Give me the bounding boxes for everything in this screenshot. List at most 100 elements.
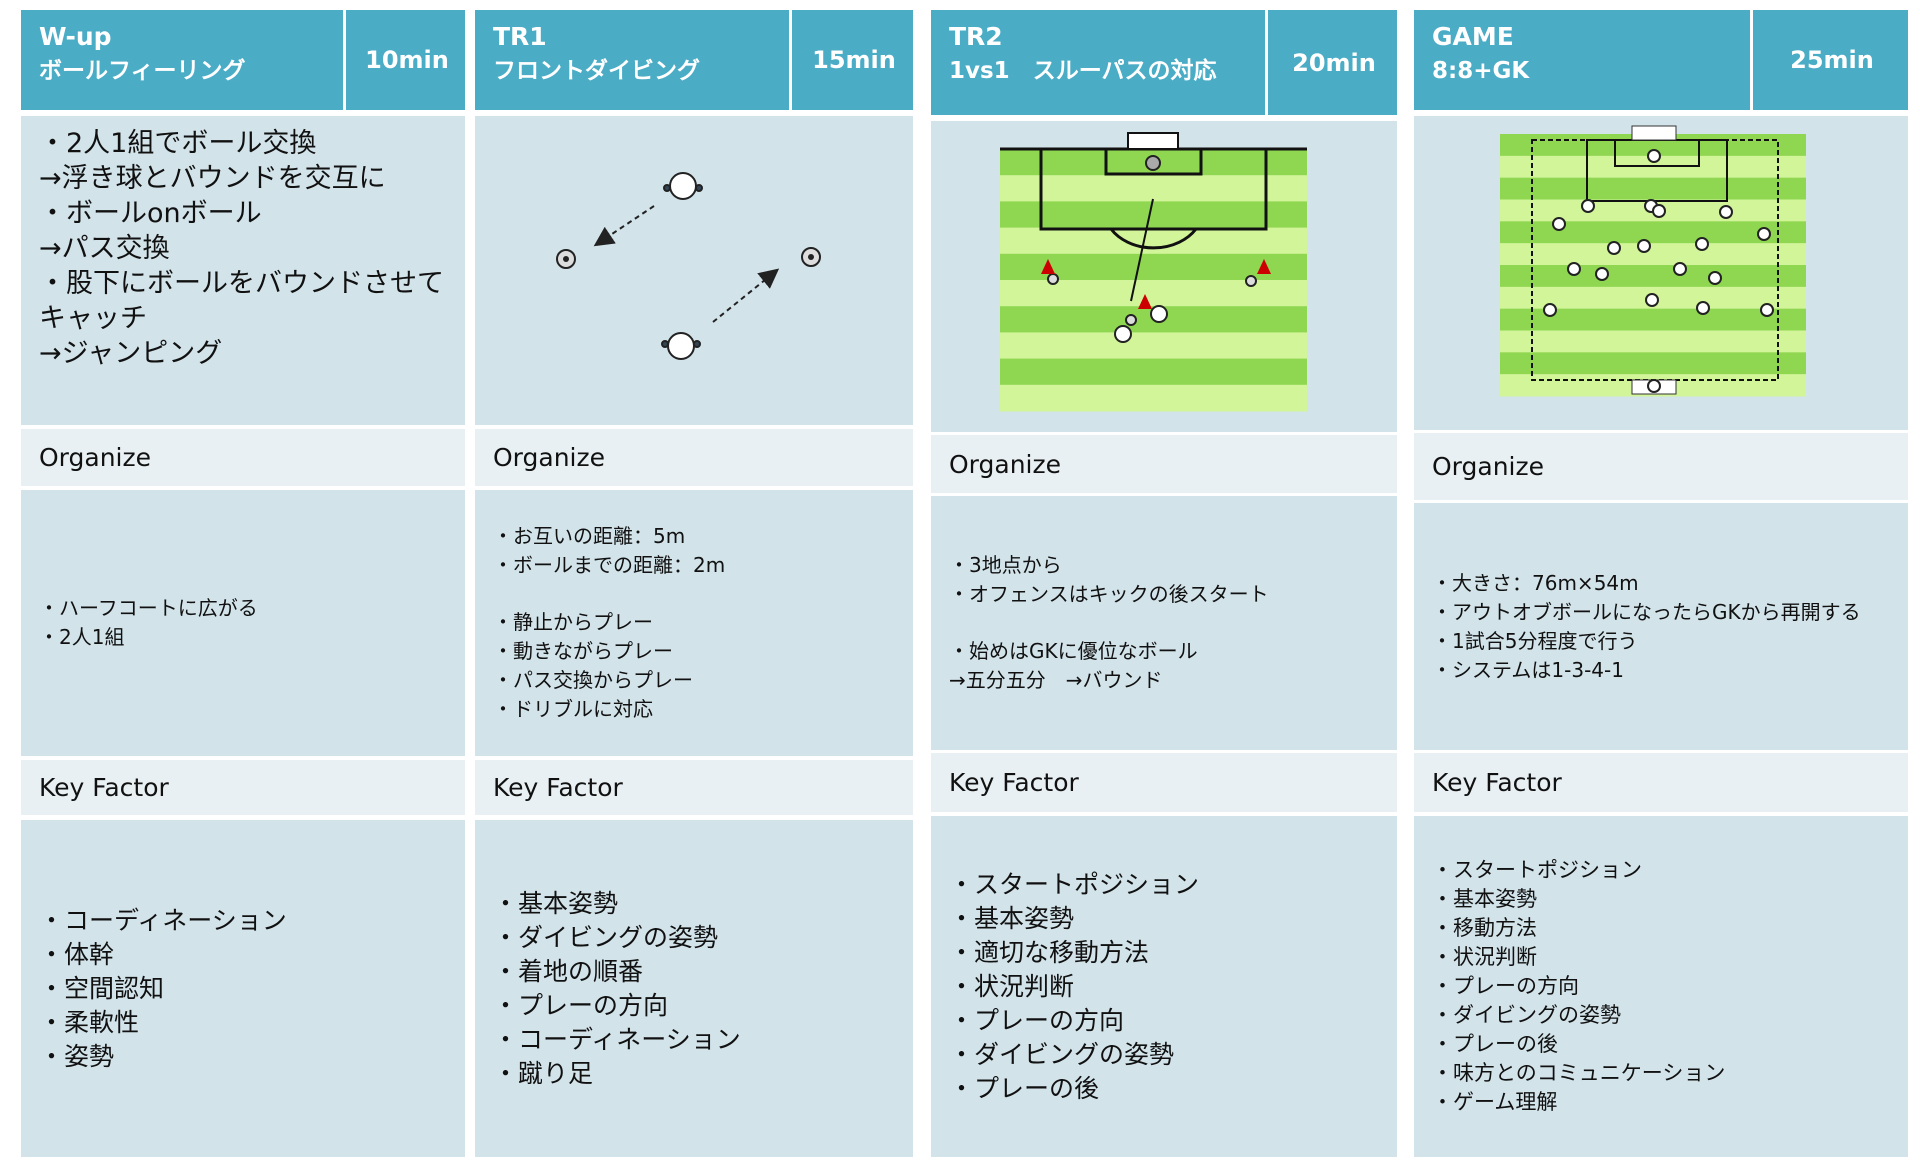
intro-line: →浮き球とバウンドを交互に [39, 163, 386, 194]
diagram [1000, 132, 1307, 412]
key-factor-line: ・蹴り足 [493, 1058, 594, 1088]
header-title: TR1 フロントダイビング [493, 20, 700, 88]
key-factor-line: ・プレーの方向 [949, 1005, 1125, 1035]
key-factor-line: ・基本姿勢 [493, 888, 619, 918]
organize-label: Organize [475, 429, 913, 486]
organize-line: ・オフェンスはキックの後スタート [949, 582, 1269, 606]
organize-content: ・ハーフコートに広がる ・2人1組 [21, 490, 465, 756]
organize-line: ・大きさ：76m×54m [1432, 570, 1639, 595]
key-factor-line: ・プレーの後 [949, 1073, 1100, 1103]
top-area: ・2人1組でボール交換 →浮き球とバウンドを交互に ・ボールonボール →パス交換・股… [21, 116, 465, 425]
key-factor-line: ・ダイビングの姿勢 [493, 922, 719, 952]
section-label: Key Factor [493, 773, 623, 802]
title-line: GAME [1432, 22, 1514, 51]
title-line: W-up [39, 22, 112, 51]
header-title: TR2 1vs1 スルーパスの対応 [949, 20, 1216, 88]
organize-line: ・システムは1-3-4-1 [1432, 657, 1624, 682]
key-factor-line: ・基本姿勢 [1432, 887, 1537, 911]
duration: 20min [1265, 10, 1400, 115]
header: GAME 8:8+GK 25min [1414, 10, 1908, 110]
section-label: Key Factor [949, 768, 1079, 797]
diagram [556, 172, 821, 360]
header-title: GAME 8:8+GK [1432, 20, 1529, 88]
key-factor-line: ・コーディネーション [39, 905, 287, 935]
intro-line: キャッチ [39, 303, 147, 334]
spacer [949, 609, 1397, 637]
top-area [931, 121, 1397, 432]
title-line: TR2 [949, 22, 1003, 51]
key-factor-line: ・ゲーム理解 [1432, 1090, 1558, 1114]
header: W-up ボールフィーリング 10min [21, 10, 465, 110]
section-label: Organize [39, 443, 151, 472]
organize-line: ・お互いの距離：5m [493, 524, 686, 548]
organize-content: ・お互いの距離：5m ・ボールまでの距離：2m ・静止からプレー ・動きながらプレー・… [475, 490, 913, 756]
title-line: ボールフィーリング [39, 58, 246, 84]
organize-line: ・始めはGKに優位なボール [949, 639, 1198, 663]
key-factor-line: ・スタートポジション [1432, 858, 1642, 882]
top-area [475, 116, 913, 425]
key-factor-label: Key Factor [1414, 753, 1908, 812]
key-factor-line: ・体幹 [39, 939, 115, 969]
organize-line: ・静止からプレー [493, 610, 653, 634]
duration: 15min [789, 10, 916, 110]
organize-line: ・1試合5分程度で行う [1432, 628, 1638, 653]
key-factor-content: ・基本姿勢 ・ダイビングの姿勢 ・着地の順番 ・プレーの方向 ・コーディネーション ・蹴り… [475, 820, 913, 1157]
key-factor-line: ・プレーの方向 [1432, 974, 1579, 998]
organize-line: ・パス交換からプレー [493, 668, 693, 692]
key-factor-line: ・状況判断 [1432, 945, 1537, 969]
key-factor-line: ・移動方法 [1432, 916, 1537, 940]
section-label: Organize [493, 443, 605, 472]
key-factor-line: ・基本姿勢 [949, 903, 1075, 933]
section-label: Organize [1432, 452, 1544, 481]
organize-line: ・2人1組 [39, 625, 125, 649]
key-factor-line: ・適切な移動方法 [949, 937, 1150, 967]
key-factor-line: ・プレーの方向 [493, 990, 669, 1020]
header: TR1 フロントダイビング 15min [475, 10, 913, 110]
organize-line: ・ボールまでの距離：2m [493, 553, 726, 577]
duration: 10min [343, 10, 468, 110]
intro-line: ・股下にボールをバウンドさせて [39, 268, 444, 299]
key-factor-label: Key Factor [21, 760, 465, 815]
organize-content: ・3地点から・オフェンスはキックの後スタート ・始めはGKに優位なボール →五分五分… [931, 496, 1397, 750]
organize-content: ・大きさ：76m×54m ・アウトオブボールになったらGKから再開する ・1試合5分… [1414, 503, 1908, 750]
diagram [1500, 125, 1806, 397]
organize-label: Organize [931, 435, 1397, 493]
key-factor-line: ・柔軟性 [39, 1007, 140, 1037]
key-factor-content: ・スタートポジション ・基本姿勢・適切な移動方法 ・状況判断・プレーの方向・ダイビン… [931, 816, 1397, 1157]
key-factor-line: ・スタートポジション [949, 869, 1200, 899]
key-factor-label: Key Factor [931, 753, 1397, 812]
organize-line: ・動きながらプレー [493, 639, 673, 663]
title-line: TR1 [493, 22, 547, 51]
header: TR2 1vs1 スルーパスの対応 20min [931, 10, 1397, 115]
key-factor-line: ・ダイビングの姿勢 [949, 1039, 1175, 1069]
top-area [1414, 116, 1908, 430]
organize-label: Organize [21, 429, 465, 486]
organize-line: ・ドリブルに対応 [493, 697, 653, 721]
key-factor-line: ・状況判断 [949, 971, 1075, 1001]
section-label: Key Factor [39, 773, 169, 802]
duration: 25min [1750, 10, 1911, 110]
organize-label: Organize [1414, 433, 1908, 500]
key-factor-line: ・プレーの後 [1432, 1032, 1558, 1056]
organize-line: →五分五分 →バウンド [949, 668, 1163, 692]
key-factor-line: ・コーディネーション [493, 1024, 741, 1054]
organize-line: ・ハーフコートに広がる [39, 596, 258, 620]
title-line: 1vs1 スルーパスの対応 [949, 58, 1217, 84]
title-line: 8:8+GK [1432, 58, 1530, 84]
key-factor-label: Key Factor [475, 760, 913, 815]
intro-line: ・2人1組でボール交換 [39, 128, 317, 159]
spacer [493, 580, 913, 608]
key-factor-line: ・姿勢 [39, 1041, 115, 1071]
key-factor-line: ・味方とのコミュニケーション [1432, 1061, 1726, 1085]
intro-line: →ジャンピング [39, 338, 223, 369]
section-label: Organize [949, 449, 1061, 479]
key-factor-content: ・コーディネーション ・体幹・空間認知・柔軟性・姿勢 [21, 820, 465, 1157]
key-factor-line: ・空間認知 [39, 973, 165, 1003]
intro-line: →パス交換 [39, 233, 170, 264]
organize-line: ・3地点から [949, 553, 1062, 577]
title-line: フロントダイビング [493, 58, 700, 84]
intro-line: ・ボールonボール [39, 198, 262, 229]
organize-line: ・アウトオブボールになったらGKから再開する [1432, 599, 1861, 624]
section-label: Key Factor [1432, 768, 1562, 797]
